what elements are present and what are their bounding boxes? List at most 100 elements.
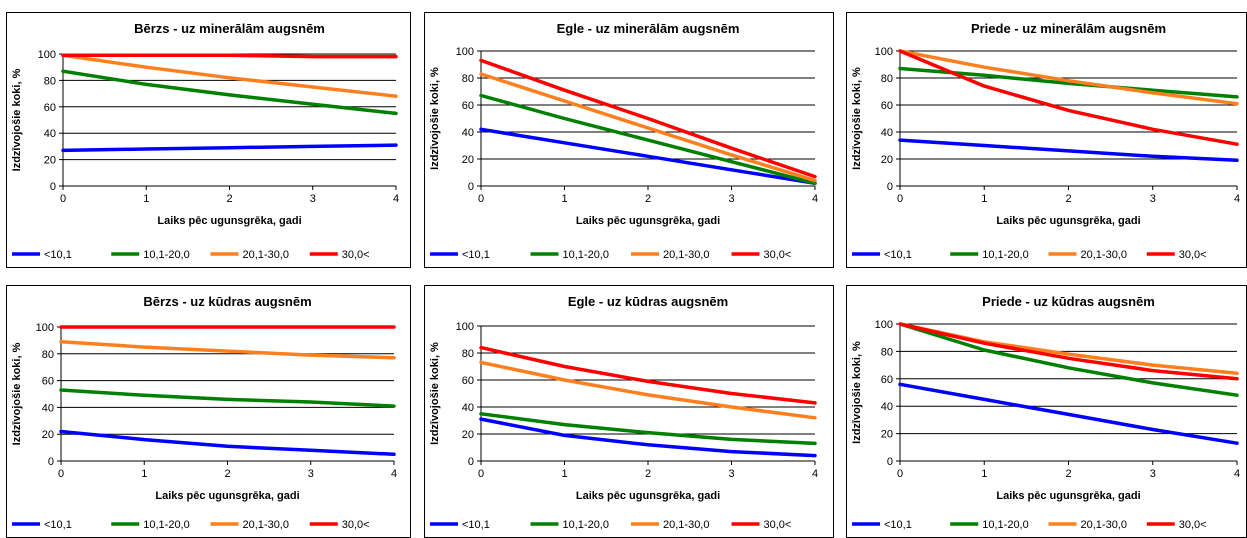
y-tick-label: 100	[875, 319, 893, 331]
x-tick-label: 0	[478, 193, 484, 205]
legend-entry: 10,1-20,0	[563, 249, 609, 261]
y-axis-title: Izdzīvojošie koki, %	[11, 68, 23, 171]
y-tick-label: 80	[881, 73, 893, 85]
x-tick-label: 0	[897, 193, 903, 205]
legend-entry: 10,1-20,0	[982, 249, 1028, 261]
x-tick-label: 1	[981, 468, 987, 480]
x-axis-title: Laiks pēc ugunsgrēka, gadi	[155, 490, 299, 502]
y-tick-label: 60	[881, 100, 893, 112]
x-axis-title: Laiks pēc ugunsgrēka, gadi	[576, 215, 720, 227]
series-line-1	[61, 143, 398, 153]
series-line-1	[479, 127, 817, 186]
y-tick-label: 0	[48, 456, 54, 468]
y-tick-label: 40	[462, 402, 474, 414]
x-axis-title: Laiks pēc ugunsgrēka, gadi	[996, 215, 1140, 227]
legend-entry: 30,0<	[1179, 249, 1207, 261]
legend-entry: 20,1-30,0	[243, 249, 289, 261]
chart-frame	[424, 12, 834, 268]
x-tick-label: 0	[58, 468, 64, 480]
series-line-1	[479, 417, 817, 458]
y-axis-title: Izdzīvojošie koki, %	[851, 341, 863, 444]
x-axis-title: Laiks pēc ugunsgrēka, gadi	[157, 215, 301, 227]
y-tick-label: 100	[875, 46, 893, 58]
x-tick-label: 1	[561, 468, 567, 480]
legend-entry: <10,1	[44, 249, 72, 261]
y-tick-label: 20	[881, 429, 893, 441]
legend-entry: 10,1-20,0	[143, 519, 189, 531]
y-axis-title: Izdzīvojošie koki, %	[429, 67, 441, 170]
y-tick-label: 20	[462, 154, 474, 166]
legend-entry: 30,0<	[342, 249, 370, 261]
y-tick-label: 20	[881, 154, 893, 166]
series-line-3	[59, 339, 396, 360]
x-tick-label: 0	[478, 468, 484, 480]
x-tick-label: 1	[981, 193, 987, 205]
legend-entry: 10,1-20,0	[563, 519, 609, 531]
legend-entry: 20,1-30,0	[663, 519, 709, 531]
legend-entry: 10,1-20,0	[982, 519, 1028, 531]
legend-entry: <10,1	[462, 249, 490, 261]
series-line-3	[898, 49, 1239, 106]
legend-entry: 30,0<	[764, 249, 792, 261]
chart-title: Priede - uz kūdras augsnēm	[982, 294, 1155, 309]
legend-entry: 30,0<	[342, 519, 370, 531]
chart-panel-4: Bērzs - uz kūdras augsnēm 0 20 40 60 80 100 0 1 2…	[6, 285, 411, 538]
y-tick-label: 40	[881, 127, 893, 139]
chart-title: Egle - uz minerālām augsnēm	[557, 21, 740, 36]
x-tick-label: 3	[728, 193, 734, 205]
y-tick-label: 40	[462, 127, 474, 139]
series-line-4	[479, 58, 817, 179]
series-line-4	[61, 53, 398, 59]
chart-panel-1: Bērzs - uz minerālām augsnēm020406080100…	[6, 12, 411, 268]
series-line-2	[61, 69, 398, 116]
y-tick-label: 80	[44, 75, 56, 87]
series-line-2	[479, 93, 817, 186]
legend-entry: 30,0<	[1179, 519, 1207, 531]
series-line-3	[61, 53, 398, 98]
x-tick-label: 4	[1234, 468, 1240, 480]
y-tick-label: 80	[462, 348, 474, 360]
y-tick-label: 20	[42, 429, 54, 441]
x-tick-label: 3	[728, 468, 734, 480]
legend-entry: 20,1-30,0	[663, 249, 709, 261]
x-tick-label: 3	[310, 193, 316, 205]
x-tick-label: 3	[1150, 193, 1156, 205]
y-tick-label: 0	[468, 181, 474, 193]
y-axis-title: Izdzīvojošie koki, %	[11, 342, 23, 445]
y-tick-label: 100	[456, 46, 474, 58]
x-axis-title: Laiks pēc ugunsgrēka, gadi	[576, 490, 720, 502]
x-tick-label: 4	[812, 193, 818, 205]
series-line-2	[59, 388, 396, 408]
x-tick-label: 3	[308, 468, 314, 480]
x-axis-title: Laiks pēc ugunsgrēka, gadi	[996, 490, 1140, 502]
x-tick-label: 1	[141, 468, 147, 480]
y-axis-title: Izdzīvojošie koki, %	[429, 342, 441, 445]
y-tick-label: 60	[42, 376, 54, 388]
x-tick-label: 0	[897, 468, 903, 480]
y-tick-label: 100	[456, 321, 474, 333]
x-tick-label: 1	[143, 193, 149, 205]
series-line-4	[898, 49, 1239, 146]
x-tick-label: 0	[60, 193, 66, 205]
x-tick-label: 4	[812, 468, 818, 480]
y-tick-label: 80	[881, 346, 893, 358]
chart-panel-5: Egle - uz kūdras augsnēm 0 20 40 60 80 100 0 1 2 3…	[424, 285, 834, 538]
y-tick-label: 40	[42, 402, 54, 414]
series-line-3	[479, 360, 817, 420]
legend-entry: 30,0<	[764, 519, 792, 531]
x-tick-label: 2	[1065, 193, 1071, 205]
x-tick-label: 2	[645, 468, 651, 480]
y-tick-label: 80	[42, 349, 54, 361]
y-tick-label: 0	[887, 181, 893, 193]
chart-panel-6: Priede - uz kūdras augsnēm 0 20 40 60 80 100 0 1…	[846, 285, 1247, 538]
legend-entry: <10,1	[44, 519, 72, 531]
y-tick-label: 60	[44, 102, 56, 114]
x-tick-label: 3	[1150, 468, 1156, 480]
series-line-4	[479, 345, 817, 405]
chart-title: Bērzs - uz minerālām augsnēm	[134, 21, 325, 36]
y-tick-label: 100	[38, 49, 56, 61]
chart-title: Priede - uz minerālām augsnēm	[971, 21, 1166, 36]
y-tick-label: 60	[462, 100, 474, 112]
x-tick-label: 2	[224, 468, 230, 480]
